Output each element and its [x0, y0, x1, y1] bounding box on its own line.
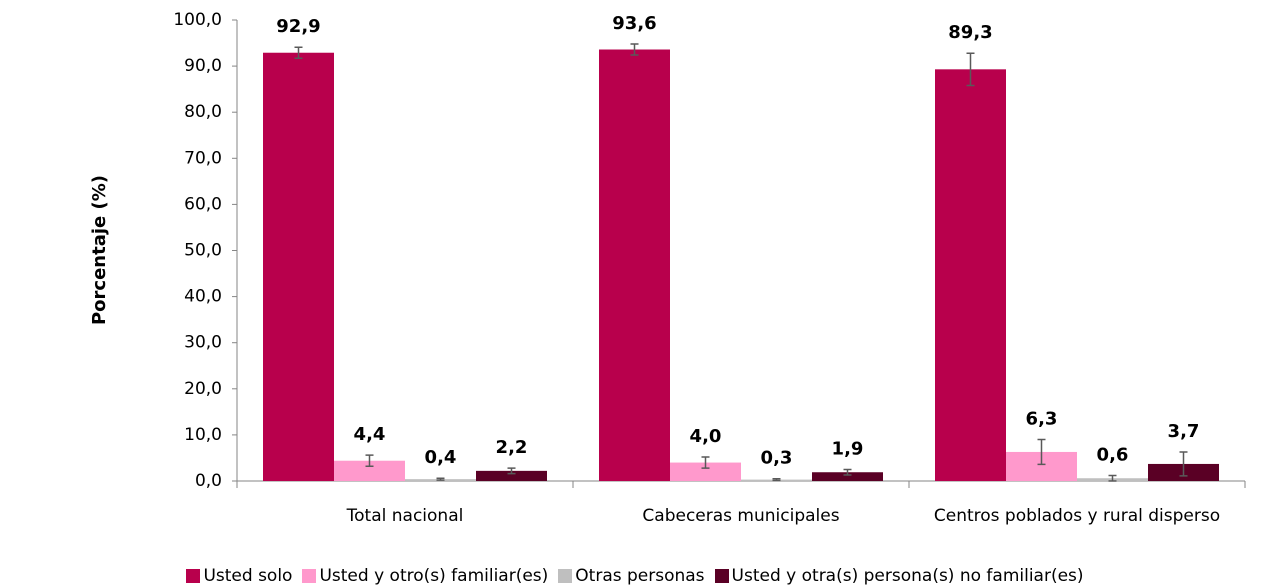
- error-bar: [436, 477, 445, 481]
- legend-label: Usted y otro(s) familiar(es): [319, 566, 549, 586]
- legend-swatch: [714, 569, 729, 583]
- bar: [935, 69, 1006, 482]
- value-label: 0,6: [1097, 444, 1129, 465]
- legend-label: Usted y otra(s) persona(s) no familiar(e…: [731, 566, 1084, 586]
- error-bar: [772, 477, 781, 482]
- bar: [599, 49, 670, 482]
- y-tick-label: 30,0: [184, 333, 222, 353]
- y-tick-label: 90,0: [184, 56, 222, 76]
- y-tick-label: 40,0: [184, 287, 222, 307]
- x-tick-label: Cabeceras municipales: [642, 506, 840, 526]
- value-label: 1,9: [832, 438, 864, 459]
- bar: [476, 470, 547, 481]
- error-bar: [630, 43, 639, 56]
- y-tick-label: 50,0: [184, 241, 222, 261]
- bar: [670, 462, 741, 481]
- y-tick-label: 20,0: [184, 379, 222, 399]
- legend-item: Usted solo: [186, 565, 292, 587]
- error-bar: [294, 46, 303, 60]
- value-label: 93,6: [612, 13, 656, 34]
- error-bar: [701, 456, 710, 469]
- legend: Usted solo Usted y otro(s) familiar(es) Ot…: [0, 565, 1270, 587]
- legend-swatch: [302, 569, 317, 583]
- value-label: 0,4: [425, 447, 457, 468]
- error-bar: [1108, 474, 1117, 482]
- y-tick-label: 10,0: [184, 425, 222, 445]
- bar: [263, 52, 334, 482]
- error-bar: [365, 454, 374, 467]
- y-tick-label: 60,0: [184, 194, 222, 214]
- x-tick-label: Centros poblados y rural disperso: [933, 506, 1221, 526]
- error-bar: [1179, 451, 1188, 477]
- value-label: 89,3: [948, 22, 992, 43]
- value-label: 4,4: [354, 424, 386, 445]
- y-axis-label: Porcentaje (%): [89, 175, 110, 325]
- legend-swatch: [558, 569, 573, 583]
- value-label: 6,3: [1026, 409, 1058, 430]
- bar: [812, 472, 883, 481]
- value-label: 92,9: [276, 16, 320, 37]
- value-label: 2,2: [496, 437, 528, 458]
- value-label: 0,3: [761, 448, 793, 469]
- legend-label: Otras personas: [575, 566, 705, 586]
- y-tick-label: 0,0: [195, 471, 222, 491]
- y-tick-label: 70,0: [184, 148, 222, 168]
- x-tick-label: Total nacional: [346, 506, 464, 526]
- y-tick-label: 100,0: [173, 10, 222, 30]
- error-bar: [843, 468, 852, 476]
- y-tick-label: 80,0: [184, 102, 222, 122]
- legend-swatch: [186, 569, 201, 583]
- legend-label: Usted solo: [203, 566, 293, 586]
- error-bar: [507, 467, 516, 475]
- legend-item: Usted y otro(s) familiar(es): [302, 565, 548, 587]
- error-bar: [966, 52, 975, 87]
- legend-item: Usted y otra(s) persona(s) no familiar(e…: [714, 565, 1084, 587]
- legend-item: Otras personas: [558, 565, 705, 587]
- value-label: 4,0: [690, 426, 722, 447]
- value-label: 3,7: [1168, 421, 1200, 442]
- error-bar: [1037, 438, 1046, 466]
- bar: [334, 460, 405, 481]
